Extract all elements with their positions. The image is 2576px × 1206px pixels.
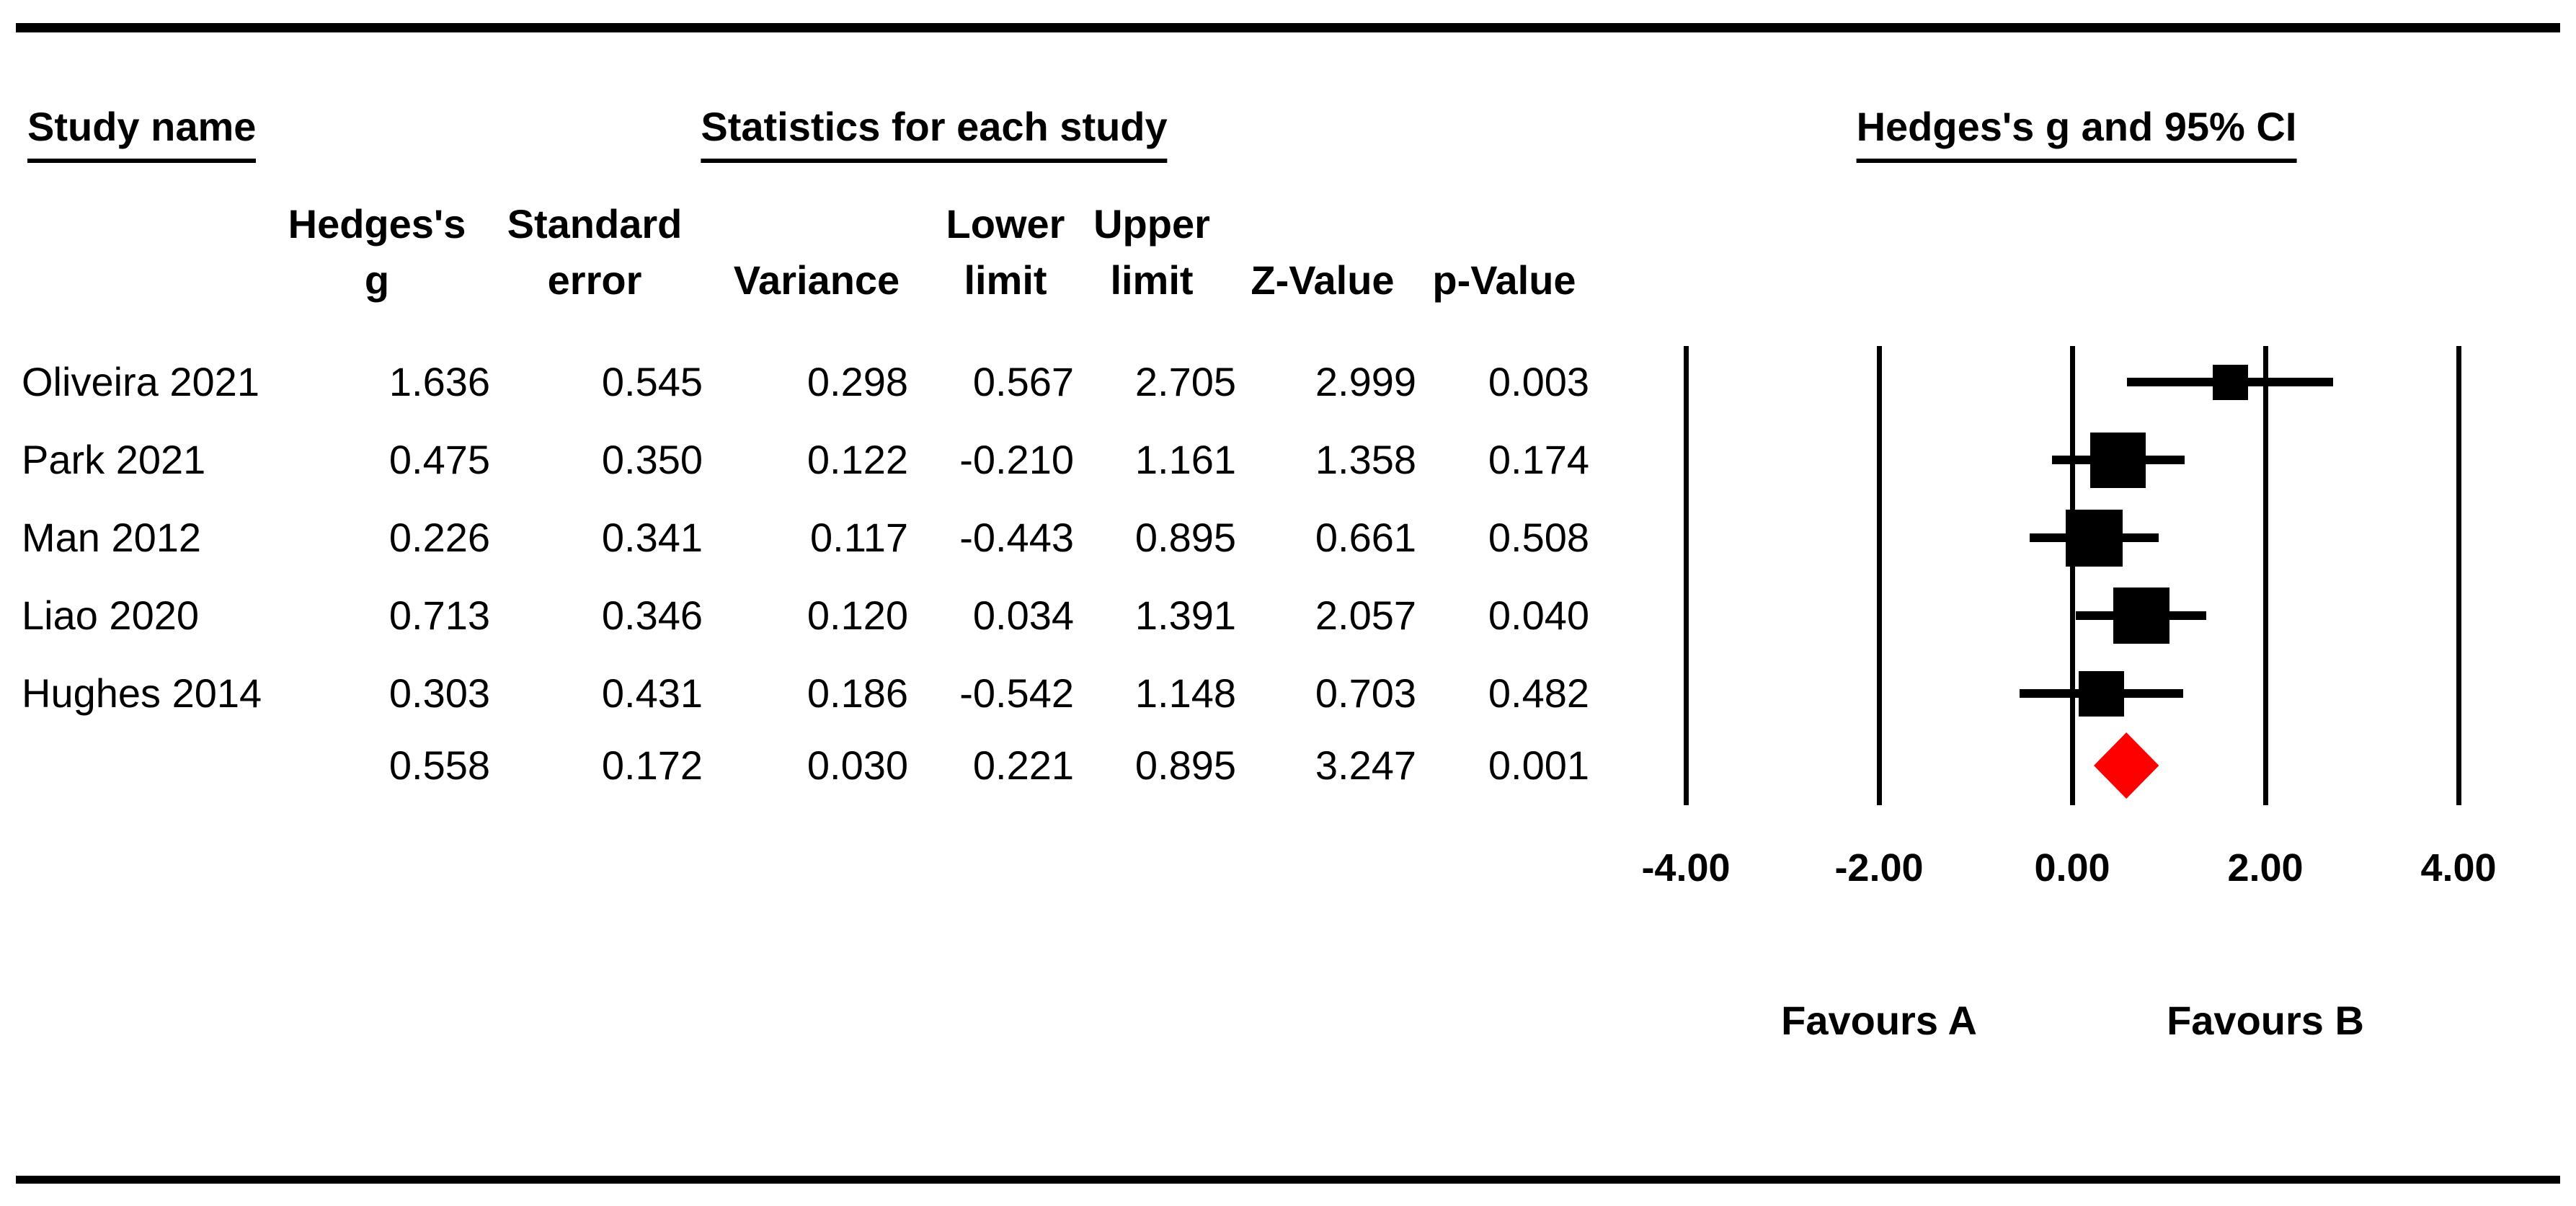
table-row: Oliveira 2021 1.636 0.545 0.298 0.567 2.705 2.… [0, 353, 2576, 411]
value-cell-se: 0.431 [601, 670, 703, 716]
value-cell-p: 0.508 [1488, 515, 1589, 560]
value-cell-p: 0.003 [1488, 359, 1589, 404]
value-cell-lower: 0.221 [972, 742, 1074, 788]
value-cell-z: 3.247 [1315, 742, 1416, 788]
value-cell-upper: 1.161 [1134, 437, 1236, 482]
value-cell-p: 0.174 [1488, 437, 1589, 482]
column-header-line2: Z-Value [1251, 257, 1395, 303]
value-cell-variance: 0.122 [807, 437, 908, 482]
value-cell-lower: -0.443 [959, 515, 1074, 560]
ci-header: Hedges's g and 95% CI [1856, 105, 2297, 163]
column-header-line2: p-Value [1432, 257, 1576, 303]
gridline [2069, 346, 2075, 805]
top-border-rule [16, 23, 2560, 32]
value-cell-variance: 0.298 [807, 359, 908, 404]
value-cell-upper: 0.895 [1134, 742, 1236, 788]
value-cell-variance: 0.117 [810, 515, 908, 560]
effect-square [2079, 670, 2125, 717]
value-cell-z: 1.358 [1315, 437, 1416, 482]
value-cell-se: 0.545 [601, 359, 703, 404]
table-row: Hughes 2014 0.303 0.431 0.186 -0.542 1.148 0.7… [0, 665, 2576, 722]
value-cell-upper: 2.705 [1134, 359, 1236, 404]
column-header-line1: Lower [946, 201, 1065, 247]
table-row: Liao 2020 0.713 0.346 0.120 0.034 1.391 2.057 0… [0, 587, 2576, 644]
value-cell-p: 0.482 [1488, 670, 1589, 716]
column-header-error: Standard error [436, 196, 753, 309]
effect-square [2065, 509, 2123, 567]
study-name-cell: Hughes 2014 [22, 670, 262, 716]
favours-a-label: Favours A [1781, 998, 1977, 1043]
axis-tick-label: -2.00 [1834, 846, 1924, 890]
value-cell-lower: 0.034 [972, 593, 1074, 638]
value-cell-z: 2.999 [1315, 359, 1416, 404]
value-cell-z: 0.703 [1315, 670, 1416, 716]
summary-diamond [2093, 732, 2159, 799]
value-cell-p: 0.040 [1488, 593, 1589, 638]
column-header-line2: limit [964, 257, 1047, 303]
value-cell-upper: 1.148 [1134, 670, 1236, 716]
column-header-line2: Variance [733, 257, 900, 303]
effect-square [2090, 432, 2146, 488]
value-cell-lower: -0.542 [959, 670, 1074, 716]
summary-diamond-shape [2093, 732, 2159, 799]
value-cell-z: 0.661 [1315, 515, 1416, 560]
gridline [2456, 346, 2461, 805]
column-header-line2: limit [1110, 257, 1194, 303]
value-cell-g: 0.303 [388, 670, 490, 716]
study-name-cell: Liao 2020 [22, 593, 200, 638]
axis-tick-label: 4.00 [2420, 846, 2497, 890]
column-header-z-value: Z-Value [1164, 196, 1481, 309]
axis-tick-label: 2.00 [2227, 846, 2304, 890]
column-header-limit: Upper limit [993, 196, 1310, 309]
value-cell-variance: 0.030 [807, 742, 908, 788]
favours-b-label: Favours B [2167, 998, 2364, 1043]
statistics-header: Statistics for each study [701, 105, 1168, 163]
bottom-border-rule [16, 1176, 2560, 1184]
column-header-limit: Lower limit [847, 196, 1164, 309]
value-cell-se: 0.346 [601, 593, 703, 638]
column-header-line2: g [364, 257, 390, 303]
gridline [1876, 346, 1882, 805]
value-cell-se: 0.350 [601, 437, 703, 482]
summary-row: 0.558 0.172 0.030 0.221 0.895 3.247 0.001 [0, 737, 2576, 794]
value-cell-lower: -0.210 [959, 437, 1074, 482]
value-cell-g: 0.558 [388, 742, 490, 788]
value-cell-variance: 0.120 [807, 593, 908, 638]
value-cell-lower: 0.567 [972, 359, 1074, 404]
effect-square [2212, 364, 2248, 400]
value-cell-p: 0.001 [1488, 742, 1589, 788]
effect-square [2113, 588, 2169, 644]
value-cell-se: 0.172 [601, 742, 703, 788]
column-header-line1: Standard [507, 201, 683, 247]
column-header-variance: Variance [658, 196, 975, 309]
column-header-line2: error [547, 257, 642, 303]
table-row: Park 2021 0.475 0.350 0.122 -0.210 1.161 1.358… [0, 431, 2576, 489]
column-header-line1: Hedges's [288, 201, 466, 247]
value-cell-g: 0.475 [388, 437, 490, 482]
axis-tick-label: 0.00 [2034, 846, 2110, 890]
axis-tick-label: -4.00 [1641, 846, 1731, 890]
column-header-line1: Upper [1093, 201, 1210, 247]
value-cell-g: 0.713 [388, 593, 490, 638]
column-header-p-value: p-Value [1346, 196, 1663, 309]
gridline [2262, 346, 2268, 805]
study-name-cell: Park 2021 [22, 437, 206, 482]
table-row: Man 2012 0.226 0.341 0.117 -0.443 0.895 0.661 0… [0, 509, 2576, 567]
value-cell-variance: 0.186 [807, 670, 908, 716]
value-cell-se: 0.341 [601, 515, 703, 560]
study-name-cell: Man 2012 [22, 515, 202, 560]
value-cell-upper: 0.895 [1134, 515, 1236, 560]
value-cell-g: 1.636 [388, 359, 490, 404]
column-header-line1 [1346, 196, 1663, 252]
study-name-cell: Oliveira 2021 [22, 359, 259, 404]
gridline [1683, 346, 1689, 805]
column-header-g: Hedges's g [218, 196, 536, 309]
study-name-header: Study name [27, 105, 257, 163]
value-cell-z: 2.057 [1315, 593, 1416, 638]
value-cell-g: 0.226 [388, 515, 490, 560]
value-cell-upper: 1.391 [1134, 593, 1236, 638]
